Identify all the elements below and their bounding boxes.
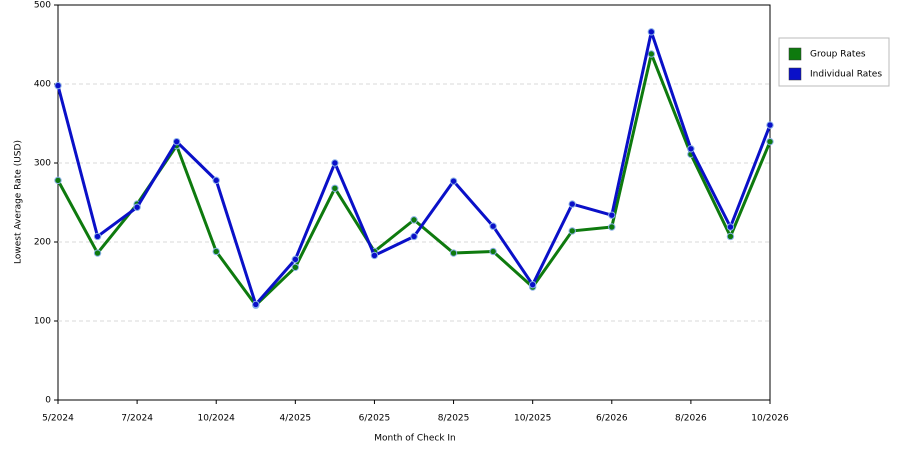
x-tick-label: 4/2025 (279, 414, 311, 424)
data-point (449, 177, 458, 185)
x-tick-label: 10/2026 (751, 414, 789, 424)
data-point (647, 50, 656, 58)
data-point (212, 176, 220, 185)
data-point (291, 263, 300, 271)
x-tick-label: 8/2026 (675, 414, 707, 424)
data-point (252, 300, 260, 309)
plot-area (57, 4, 771, 401)
y-tick-label: 200 (34, 238, 51, 248)
data-point (726, 223, 735, 231)
legend-swatch (788, 67, 802, 81)
y-tick-label: 100 (34, 317, 51, 327)
x-tick-label: 6/2025 (359, 414, 391, 424)
x-tick-label: 7/2024 (121, 414, 153, 424)
data-point (568, 227, 576, 235)
data-point (568, 200, 576, 208)
data-point (212, 247, 220, 256)
data-point (331, 184, 339, 192)
legend-label: Group Rates (810, 50, 866, 60)
y-tick-label: 0 (45, 396, 51, 406)
data-point (133, 203, 141, 211)
legend-swatch (788, 47, 802, 61)
x-tick-label: 10/2024 (198, 414, 236, 424)
data-point (93, 232, 102, 241)
data-point (54, 81, 62, 90)
x-tick-label: 5/2024 (42, 414, 74, 424)
data-point (687, 145, 695, 153)
data-point (93, 249, 102, 257)
data-point (608, 223, 616, 231)
data-point (647, 28, 656, 36)
data-point (449, 249, 458, 257)
x-tick-label: 8/2025 (438, 414, 470, 424)
data-point (726, 232, 735, 241)
y-axis-label: Lowest Average Rate (USD) (14, 140, 24, 264)
x-tick-label: 6/2026 (596, 414, 628, 424)
data-point (54, 176, 62, 185)
data-point (410, 216, 418, 224)
data-point (172, 137, 181, 146)
y-tick-label: 500 (34, 1, 51, 11)
data-point (528, 280, 537, 289)
data-point (608, 211, 616, 219)
data-point (489, 247, 497, 256)
legend-label: Individual Rates (810, 70, 882, 80)
x-axis-label: Month of Check In (374, 434, 456, 444)
x-tick-label: 10/2025 (514, 414, 551, 424)
data-point (489, 222, 497, 230)
y-tick-label: 300 (34, 159, 51, 169)
data-point (410, 232, 418, 241)
data-point (766, 121, 774, 129)
data-point (331, 159, 339, 167)
data-point (766, 137, 774, 146)
data-point (291, 255, 300, 264)
data-point (370, 251, 379, 260)
y-tick-label: 400 (34, 80, 51, 90)
